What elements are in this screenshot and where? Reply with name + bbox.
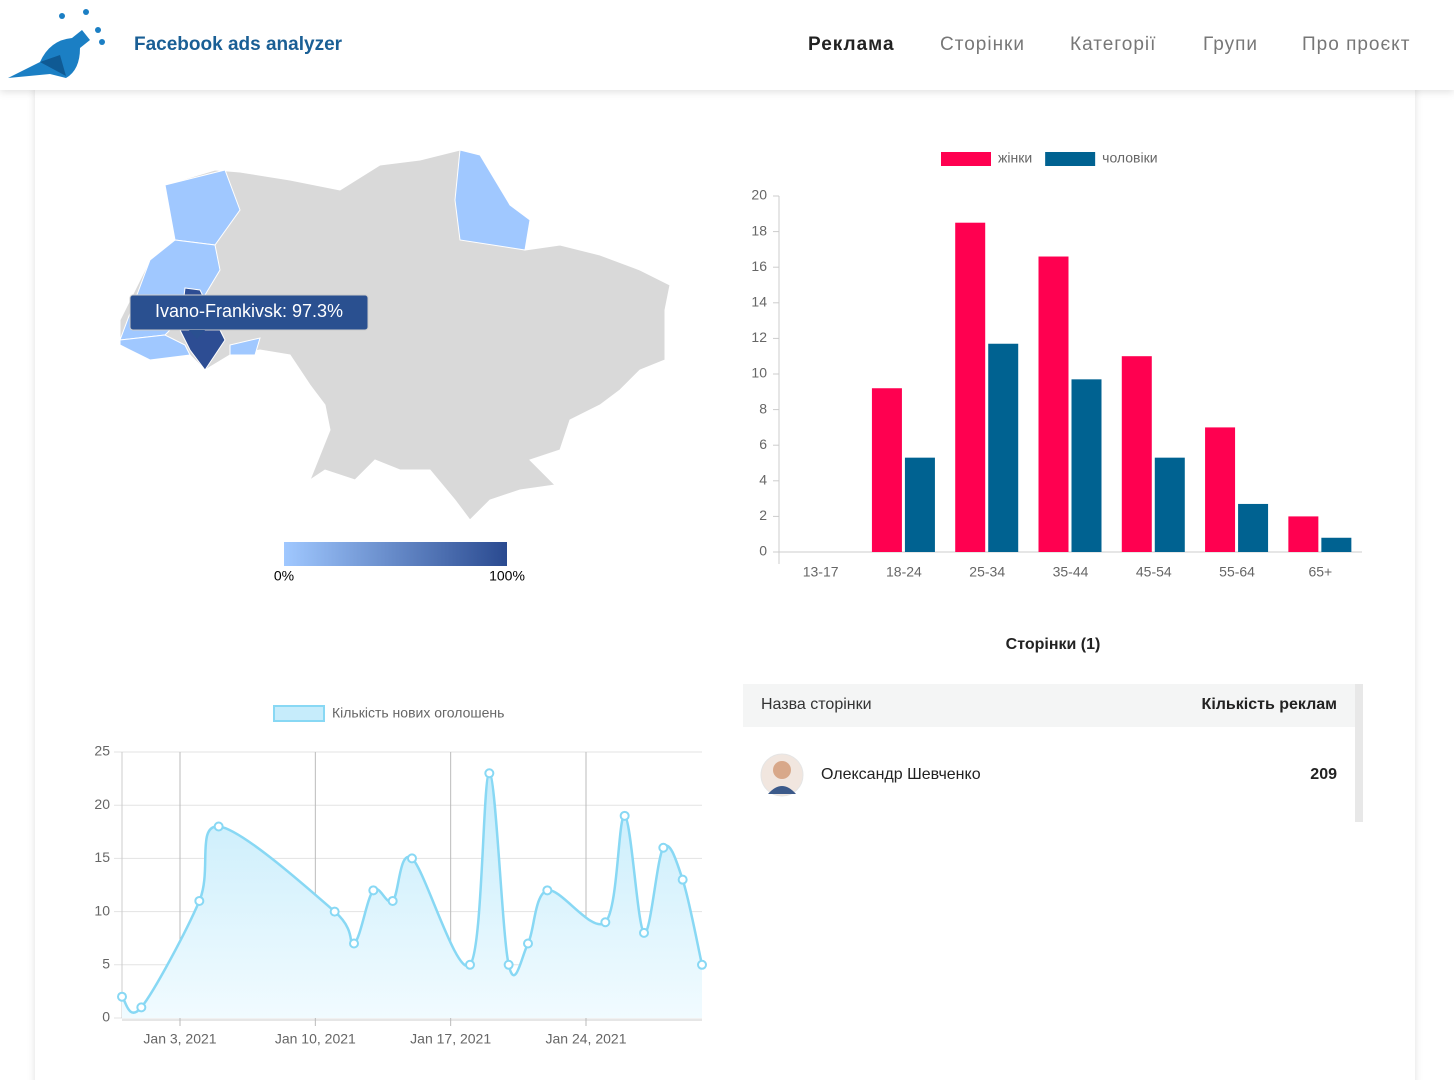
- legend-label: жінки: [998, 150, 1032, 166]
- bar: [1121, 356, 1152, 552]
- nav-link[interactable]: Сторінки: [940, 34, 1025, 55]
- x-tick-label: 55-64: [1219, 564, 1255, 580]
- legend-swatch: [273, 705, 325, 722]
- legend-swatch: [941, 152, 991, 166]
- point: [677, 874, 688, 885]
- y-tick-label: 15: [94, 849, 110, 865]
- x-tick-label: Jan 24, 2021: [546, 1031, 627, 1047]
- y-tick-label: 14: [751, 294, 767, 310]
- bar: [1154, 457, 1185, 552]
- color-scale: [284, 542, 507, 566]
- point: [503, 959, 514, 970]
- navbar: [0, 0, 1454, 90]
- x-tick-label: 35-44: [1053, 564, 1089, 580]
- y-tick-label: 6: [759, 436, 767, 452]
- point: [136, 1002, 147, 1013]
- y-tick-label: 10: [751, 365, 767, 381]
- x-tick-label: 45-54: [1136, 564, 1172, 580]
- line: [121, 772, 704, 1014]
- point: [368, 885, 379, 896]
- point: [387, 895, 398, 906]
- legend-swatch: [1045, 152, 1096, 166]
- nav-link[interactable]: Реклама: [808, 34, 895, 55]
- bar: [871, 388, 902, 552]
- x-tick-label: 18-24: [886, 564, 922, 580]
- area: [122, 773, 702, 1018]
- page-name[interactable]: Олександр Шевченко: [821, 766, 981, 783]
- bar: [1205, 427, 1236, 552]
- table-header: [743, 684, 1363, 727]
- map: [119, 149, 671, 521]
- app-title[interactable]: Facebook ads analyzer: [134, 34, 343, 55]
- scrollbar: [1355, 684, 1363, 822]
- x-tick-label: 65+: [1308, 564, 1332, 580]
- bar: [1321, 537, 1352, 552]
- x-tick-label: Jan 17, 2021: [410, 1031, 491, 1047]
- point: [213, 821, 224, 832]
- logo: [8, 9, 105, 78]
- y-tick-label: 12: [751, 329, 767, 345]
- point: [542, 885, 553, 896]
- x-tick-label: 25-34: [969, 564, 1005, 580]
- y-tick-label: 2: [759, 507, 767, 523]
- point: [117, 991, 127, 1002]
- x-tick-label: Jan 10, 2021: [275, 1031, 356, 1047]
- point: [658, 842, 669, 853]
- point: [465, 959, 475, 970]
- y-tick-label: 4: [759, 472, 767, 488]
- point: [484, 768, 495, 779]
- point: [407, 853, 417, 864]
- bar: [1238, 503, 1269, 552]
- column-header: Кількість реклам: [1202, 696, 1337, 713]
- legend-label: чоловіки: [1102, 150, 1157, 166]
- point: [619, 810, 630, 821]
- point: [523, 938, 533, 949]
- y-tick-label: 0: [759, 543, 767, 559]
- x-tick-label: Jan 3, 2021: [143, 1031, 216, 1047]
- bar: [1288, 516, 1319, 552]
- point: [349, 938, 359, 949]
- y-tick-label: 0: [102, 1009, 110, 1025]
- bar: [1071, 379, 1102, 552]
- point: [600, 917, 611, 928]
- y-tick-label: 20: [94, 796, 110, 812]
- bar: [955, 222, 986, 552]
- point: [697, 959, 707, 970]
- y-tick-label: 10: [94, 902, 110, 918]
- point: [329, 906, 340, 917]
- bar: [988, 343, 1019, 552]
- y-tick-label: 20: [751, 187, 767, 203]
- scale-label: 100%: [489, 568, 525, 584]
- table-title: Сторінки (1): [1006, 636, 1101, 653]
- y-tick-label: 18: [751, 222, 767, 238]
- x-tick-label: 13-17: [803, 564, 839, 580]
- y-tick-label: 8: [759, 400, 767, 416]
- point: [194, 895, 205, 906]
- y-tick-label: 5: [102, 956, 110, 972]
- tooltip-pointer: [189, 330, 205, 339]
- tooltip: [129, 294, 369, 331]
- scale-label: 0%: [274, 568, 294, 584]
- avatar-body: [768, 786, 796, 794]
- ad-count: 209: [1310, 766, 1337, 783]
- y-tick-label: 16: [751, 258, 767, 274]
- tooltip-text: Ivano-Frankivsk: 97.3%: [155, 301, 343, 321]
- bar: [904, 457, 935, 552]
- bar: [1038, 256, 1069, 552]
- nav-link[interactable]: Про проєкт: [1302, 34, 1410, 55]
- legend-label: Кількість нових оголошень: [332, 705, 504, 721]
- point: [639, 927, 649, 938]
- y-tick-label: 25: [94, 743, 110, 759]
- nav-link[interactable]: Категорії: [1070, 34, 1156, 55]
- column-header: Назва сторінки: [761, 696, 872, 713]
- avatar-face: [773, 761, 791, 779]
- nav-link[interactable]: Групи: [1203, 34, 1258, 55]
